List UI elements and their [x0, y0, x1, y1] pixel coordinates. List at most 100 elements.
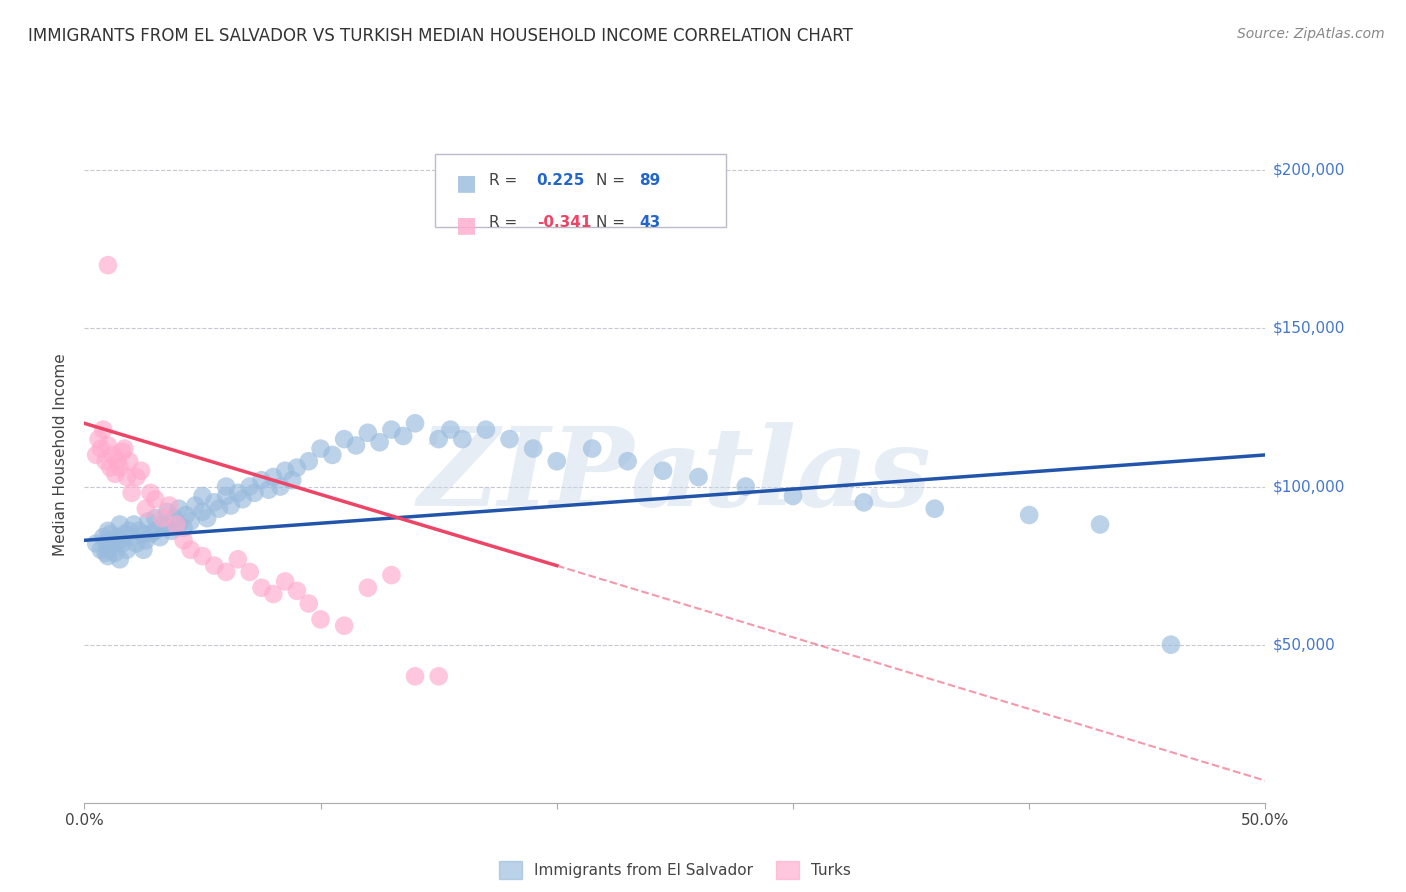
Point [546, 454, 568, 468]
Point [215, 479, 238, 493]
Point [173, 533, 195, 548]
Point [115, 542, 138, 557]
Point [243, 486, 266, 500]
Point [121, 486, 143, 500]
Point [226, 552, 249, 566]
Text: 0.225: 0.225 [537, 173, 585, 188]
Point [129, 464, 152, 478]
Point [285, 583, 308, 598]
Point [163, 511, 186, 525]
Point [114, 442, 136, 456]
Point [202, 495, 225, 509]
Point [652, 464, 675, 478]
Point [98, 460, 121, 475]
Point [108, 533, 131, 548]
Point [309, 612, 332, 626]
Point [101, 448, 124, 462]
Point [180, 542, 202, 557]
Point [262, 587, 284, 601]
Point [262, 470, 284, 484]
Point [125, 470, 148, 484]
Point [924, 501, 946, 516]
Point [333, 432, 356, 446]
Point [298, 454, 321, 468]
Point [475, 423, 498, 437]
Point [143, 492, 166, 507]
Point [157, 499, 180, 513]
Point [219, 499, 242, 513]
Point [427, 669, 450, 683]
Point [357, 581, 380, 595]
Point [136, 514, 159, 528]
Point [392, 429, 415, 443]
Point [111, 444, 134, 458]
Text: $200,000: $200,000 [1272, 163, 1344, 178]
Point [522, 442, 544, 456]
Text: $150,000: $150,000 [1272, 321, 1344, 336]
Text: N =: N = [596, 173, 630, 188]
Point [191, 489, 214, 503]
Text: R =: R = [489, 215, 523, 230]
Point [1018, 508, 1040, 522]
Point [118, 454, 141, 468]
Point [132, 542, 155, 557]
Point [298, 597, 321, 611]
Point [232, 492, 254, 507]
Point [128, 524, 150, 538]
Point [226, 486, 249, 500]
Point [101, 536, 124, 550]
Text: ZIPatlas: ZIPatlas [418, 422, 932, 530]
Point [156, 505, 179, 519]
Point [250, 581, 273, 595]
Point [97, 533, 120, 548]
FancyBboxPatch shape [434, 153, 725, 227]
Point [167, 517, 190, 532]
Point [852, 495, 875, 509]
Point [688, 470, 710, 484]
Point [104, 467, 127, 481]
Point [108, 552, 131, 566]
Point [143, 511, 166, 525]
Point [285, 460, 308, 475]
Point [125, 536, 148, 550]
Point [333, 618, 356, 632]
Point [404, 669, 426, 683]
Point [257, 483, 280, 497]
Point [250, 473, 273, 487]
Point [143, 524, 166, 538]
Point [1088, 517, 1111, 532]
Point [84, 536, 107, 550]
Point [97, 438, 120, 452]
Point [118, 524, 141, 538]
Point [269, 479, 291, 493]
Point [90, 442, 112, 456]
Point [132, 527, 155, 541]
Point [114, 527, 136, 541]
Text: IMMIGRANTS FROM EL SALVADOR VS TURKISH MEDIAN HOUSEHOLD INCOME CORRELATION CHART: IMMIGRANTS FROM EL SALVADOR VS TURKISH M… [28, 27, 853, 45]
Point [173, 521, 195, 535]
Point [135, 533, 157, 548]
Point [139, 527, 162, 541]
Point [202, 558, 225, 573]
Point [115, 470, 138, 484]
Point [239, 565, 262, 579]
Point [344, 438, 367, 452]
Point [94, 546, 117, 560]
Point [208, 501, 231, 516]
Point [195, 511, 218, 525]
Y-axis label: Median Household Income: Median Household Income [53, 353, 69, 557]
Point [97, 258, 120, 272]
Text: $50,000: $50,000 [1272, 637, 1336, 652]
Point [616, 454, 638, 468]
Point [191, 505, 214, 519]
Point [498, 432, 520, 446]
Point [167, 501, 190, 516]
Point [98, 527, 121, 541]
Point [368, 435, 391, 450]
Point [84, 448, 107, 462]
Text: 43: 43 [640, 215, 661, 230]
Text: N =: N = [596, 215, 630, 230]
Point [734, 479, 756, 493]
Point [91, 530, 114, 544]
Point [191, 549, 214, 563]
